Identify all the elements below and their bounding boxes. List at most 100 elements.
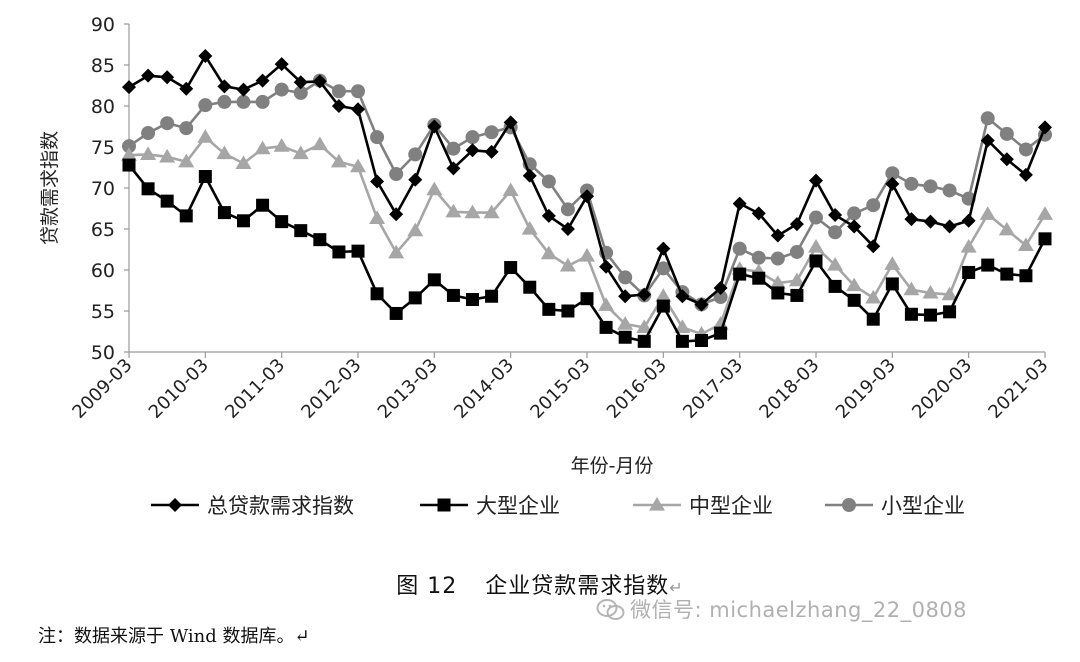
data-point bbox=[732, 196, 747, 211]
x-tick-label: 2010-03 bbox=[145, 355, 213, 423]
data-point bbox=[712, 316, 729, 330]
data-point bbox=[351, 102, 365, 117]
data-point bbox=[313, 233, 327, 247]
data-point bbox=[922, 284, 939, 299]
wechat-watermark: 微信号: michaelzhang_22_0808 bbox=[596, 594, 967, 624]
data-point bbox=[903, 281, 920, 296]
data-point bbox=[1000, 267, 1014, 281]
wechat-icon bbox=[596, 599, 625, 620]
data-point bbox=[732, 241, 747, 256]
source-note: 注：数据来源于 Wind 数据库。↵ bbox=[38, 626, 310, 647]
data-point bbox=[351, 84, 365, 99]
data-point bbox=[980, 133, 995, 148]
y-tick-label: 70 bbox=[91, 178, 115, 200]
x-tick-label: 2018-03 bbox=[755, 355, 823, 423]
data-point bbox=[942, 183, 957, 198]
data-point bbox=[809, 254, 823, 268]
data-point bbox=[1017, 237, 1034, 251]
data-point bbox=[540, 245, 557, 260]
data-point bbox=[847, 293, 861, 307]
data-point bbox=[809, 173, 823, 188]
x-tick-label: 2012-03 bbox=[297, 355, 365, 423]
data-point bbox=[465, 143, 480, 158]
data-point bbox=[408, 172, 423, 187]
data-point bbox=[560, 222, 575, 236]
y-tick-label: 80 bbox=[91, 96, 115, 118]
data-point bbox=[159, 148, 176, 163]
data-point bbox=[541, 174, 556, 189]
data-point bbox=[256, 198, 270, 212]
data-point bbox=[446, 141, 461, 156]
data-point bbox=[618, 289, 633, 304]
data-point bbox=[752, 271, 766, 285]
y-tick-label: 75 bbox=[91, 137, 115, 159]
data-point bbox=[923, 214, 938, 229]
y-tick-label: 85 bbox=[91, 55, 115, 77]
data-point bbox=[979, 206, 996, 220]
data-point bbox=[237, 214, 250, 228]
data-point bbox=[484, 144, 499, 159]
data-point bbox=[655, 288, 672, 302]
data-point bbox=[790, 288, 804, 302]
data-point bbox=[770, 228, 785, 243]
data-point bbox=[770, 251, 785, 266]
data-point bbox=[121, 147, 137, 161]
data-point bbox=[330, 153, 347, 168]
data-point bbox=[216, 145, 233, 160]
data-point bbox=[541, 208, 556, 223]
data-point bbox=[122, 139, 136, 154]
figure-number: 图 12 bbox=[396, 574, 458, 599]
data-point bbox=[846, 277, 863, 292]
data-point bbox=[311, 136, 328, 151]
data-point bbox=[674, 319, 691, 333]
series-0 bbox=[122, 48, 1052, 312]
series-layer bbox=[121, 48, 1053, 348]
data-point bbox=[884, 256, 901, 270]
data-point bbox=[866, 239, 881, 254]
data-point bbox=[446, 288, 460, 302]
data-point bbox=[885, 176, 900, 191]
data-point bbox=[217, 94, 232, 109]
data-point bbox=[560, 202, 575, 217]
data-point bbox=[332, 245, 346, 259]
data-point bbox=[369, 210, 386, 224]
data-point bbox=[274, 57, 289, 72]
data-point bbox=[751, 206, 766, 221]
data-point bbox=[866, 198, 881, 213]
data-point bbox=[999, 152, 1014, 167]
data-point bbox=[695, 334, 708, 348]
data-point bbox=[943, 305, 957, 319]
data-point bbox=[217, 79, 232, 94]
x-tick-label: 2016-03 bbox=[603, 355, 671, 423]
legend-marker bbox=[649, 497, 665, 511]
legend-marker bbox=[842, 498, 856, 512]
data-point bbox=[445, 203, 462, 218]
watermark-text: 微信号: michaelzhang_22_0808 bbox=[630, 598, 968, 622]
y-tick-label: 65 bbox=[91, 219, 115, 241]
data-point bbox=[293, 85, 308, 100]
data-point bbox=[197, 129, 214, 143]
legend-label: 中型企业 bbox=[689, 494, 773, 518]
data-point bbox=[523, 280, 537, 294]
data-point bbox=[485, 289, 499, 303]
data-point bbox=[160, 70, 175, 85]
x-tick-label: 2009-03 bbox=[68, 355, 136, 423]
x-tick-label: 2015-03 bbox=[526, 355, 594, 423]
data-point bbox=[904, 176, 919, 191]
data-point bbox=[198, 170, 212, 184]
data-point bbox=[1037, 206, 1053, 220]
data-point bbox=[179, 121, 194, 136]
data-point bbox=[178, 153, 195, 168]
data-point bbox=[522, 168, 537, 183]
legend-label: 总贷款需求指数 bbox=[207, 494, 354, 518]
data-point bbox=[370, 174, 385, 189]
data-point bbox=[370, 287, 384, 301]
data-point bbox=[713, 281, 728, 296]
data-point bbox=[598, 297, 615, 311]
data-point bbox=[503, 115, 518, 130]
data-point bbox=[389, 207, 404, 222]
data-point bbox=[847, 219, 862, 234]
data-point bbox=[140, 146, 157, 160]
data-point bbox=[464, 204, 481, 219]
x-tick-label: 2019-03 bbox=[832, 355, 900, 423]
